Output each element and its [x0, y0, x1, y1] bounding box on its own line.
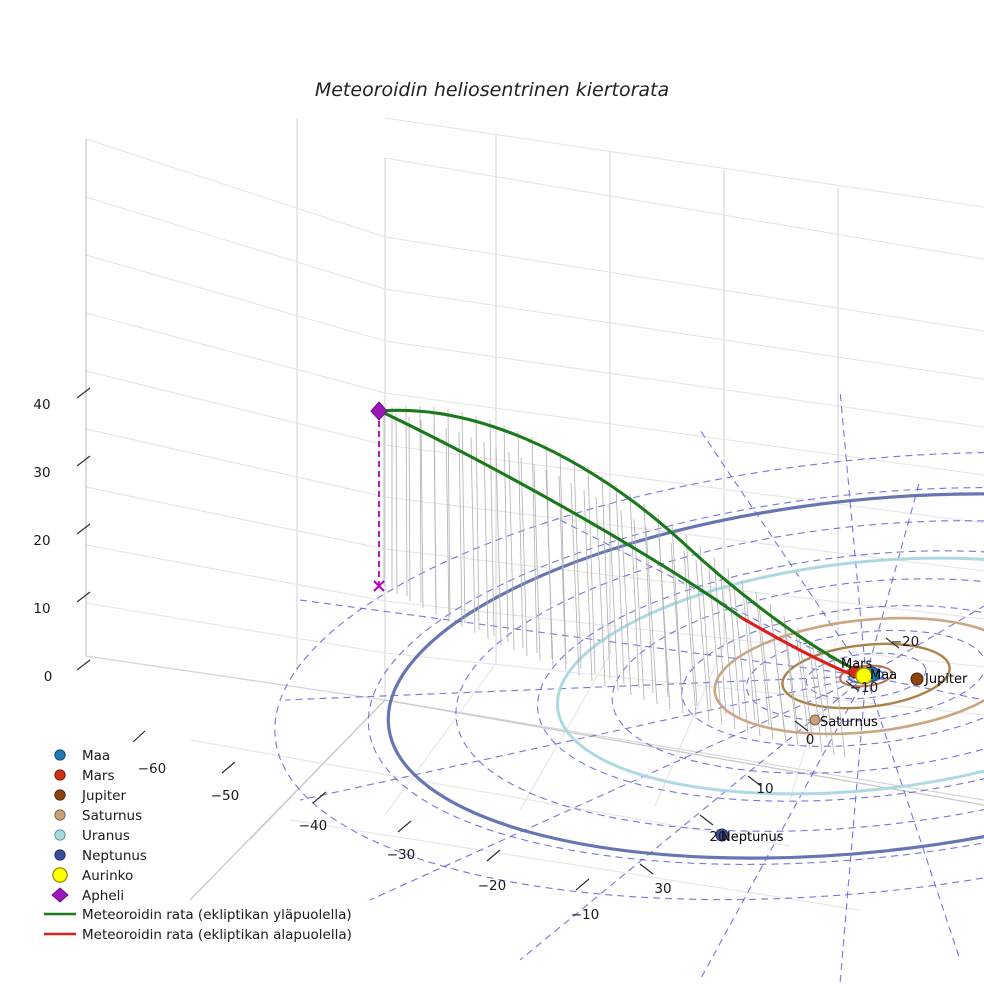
legend-item-uranus[interactable]: Uranus: [54, 828, 130, 844]
legend-item-apheli[interactable]: Apheli: [51, 887, 124, 904]
legend-item-saturnus[interactable]: Saturnus: [54, 808, 142, 824]
marker-jupiter: [910, 672, 924, 686]
z-axis-ticks: 40 30 20 10 0: [33, 387, 91, 685]
legend-marker-icon: [52, 867, 68, 883]
aphelion-group: [370, 401, 388, 592]
legend-marker-icon: [54, 829, 66, 841]
legend-label: Neptunus: [82, 848, 147, 864]
x-axis-ticks: −60 −50 −40 −30 −20 −10: [132, 730, 600, 923]
legend-marker-icon: [54, 809, 66, 821]
y-tick-label: 0: [806, 732, 815, 748]
legend-label: Maa: [82, 748, 110, 764]
marker-aurinko: [855, 667, 873, 685]
legend-label: Meteoroidin rata (ekliptikan yläpuolella…: [82, 907, 352, 923]
meteoroid-trajectory: [378, 408, 862, 680]
x-tick-label: −20: [478, 878, 507, 894]
x-tick-label: −60: [138, 761, 167, 777]
y-tick-label: 20: [709, 829, 726, 845]
y-axis-ticks: −20 −10 0 10 20 30: [639, 634, 920, 897]
marker-saturnus: [809, 714, 821, 726]
legend-marker-icon: [54, 849, 66, 861]
marker-neptunus: [715, 828, 729, 842]
legend-item-jupiter[interactable]: Jupiter: [54, 788, 127, 804]
legend: Maa Mars Jupiter Saturnus Uranus Neptunu…: [44, 748, 352, 943]
label-maa: Maa: [870, 668, 897, 683]
trajectory-above-ecliptic-branch-1: [378, 408, 862, 674]
legend-label: Saturnus: [82, 808, 142, 824]
legend-label: Jupiter: [81, 788, 126, 804]
legend-item-mars[interactable]: Mars: [54, 768, 115, 784]
legend-marker-icon: [54, 749, 66, 761]
orbit-uranus: [555, 556, 984, 796]
page-title: Meteoroidin heliosentrinen kiertorata: [315, 79, 669, 101]
legend-label: Aurinko: [82, 868, 133, 884]
label-jupiter: Jupiter: [924, 672, 968, 687]
orbit-neptunus: [386, 492, 984, 860]
legend-marker-icon: [54, 769, 66, 781]
legend-item-aurinko[interactable]: Aurinko: [52, 867, 133, 884]
y-tick-label: −20: [891, 634, 920, 650]
legend-marker-icon: [54, 789, 66, 801]
legend-label: Uranus: [82, 828, 130, 844]
y-tick-label: −10: [850, 680, 879, 696]
bodies-group: [715, 665, 924, 842]
aphelion-projection-x-marker: [373, 580, 385, 592]
legend-item-trajectory-below[interactable]: Meteoroidin rata (ekliptikan alapuolella…: [44, 927, 352, 943]
z-tick-label: 40: [33, 397, 50, 413]
x-tick-label: −30: [387, 847, 416, 863]
legend-label: Meteoroidin rata (ekliptikan alapuolella…: [82, 927, 352, 943]
trajectory-above-ecliptic-branch-2: [378, 409, 744, 620]
pane-left-wall: [85, 118, 386, 701]
y-tick-label: 10: [756, 781, 773, 797]
orbit-jupiter: [781, 642, 951, 710]
x-tick-label: −40: [299, 818, 328, 834]
z-tick-label: 20: [33, 533, 50, 549]
label-neptunus: Neptunus: [721, 830, 784, 845]
legend-diamond-icon: [51, 887, 69, 903]
label-saturnus: Saturnus: [820, 715, 878, 730]
x-tick-label: −10: [571, 907, 600, 923]
z-tick-label: 10: [33, 601, 50, 617]
aphelion-diamond-marker: [370, 401, 388, 421]
y-tick-label: 30: [654, 881, 671, 897]
label-mars: Mars: [841, 657, 873, 672]
trajectory-below-ecliptic: [740, 616, 862, 680]
legend-item-trajectory-above[interactable]: Meteoroidin rata (ekliptikan yläpuolella…: [44, 907, 352, 923]
legend-label: Mars: [82, 768, 115, 784]
orbit-saturnus: [713, 616, 984, 736]
planet-orbits: [386, 492, 984, 860]
body-labels: Mars Maa Jupiter Saturnus Neptunus: [721, 657, 968, 845]
x-tick-label: −50: [211, 788, 240, 804]
legend-label: Apheli: [82, 888, 124, 904]
legend-item-neptunus[interactable]: Neptunus: [54, 848, 147, 864]
z-tick-label: 0: [44, 669, 53, 685]
trajectory-stem-lines: [383, 405, 846, 758]
z-tick-label: 30: [33, 465, 50, 481]
orbit-mars: [839, 664, 893, 688]
legend-item-maa[interactable]: Maa: [54, 748, 110, 764]
